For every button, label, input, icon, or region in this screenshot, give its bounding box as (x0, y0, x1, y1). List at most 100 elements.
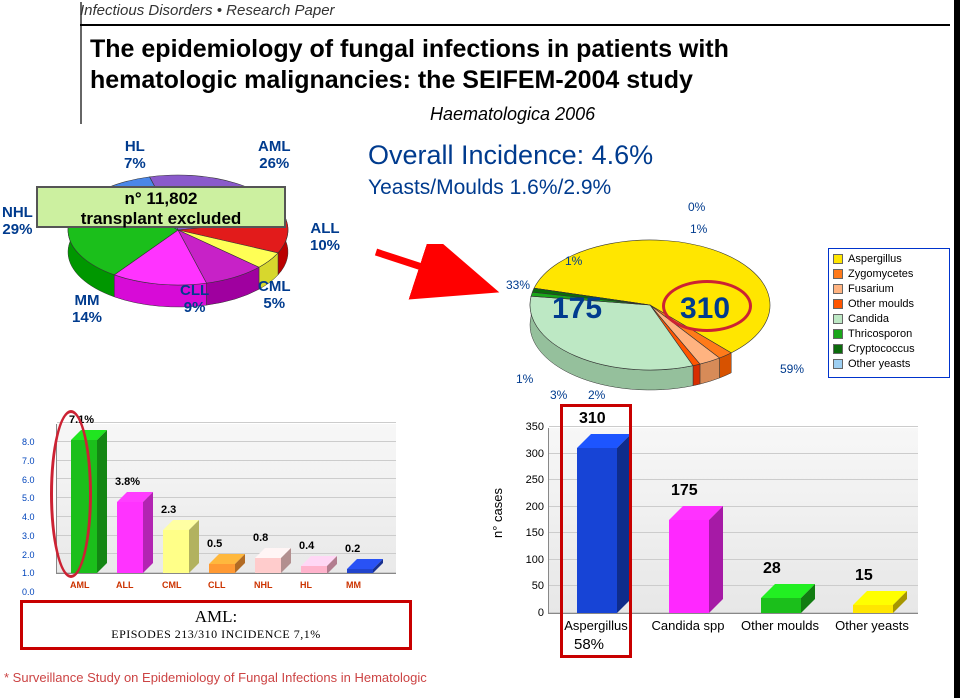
bar1-bar-nhl (255, 558, 281, 573)
pct-0: 0% (688, 200, 705, 214)
bar1-bar-mm (347, 569, 373, 573)
overall-incidence: Overall Incidence: 4.6% (368, 140, 653, 171)
legend-label: Fusarium (848, 283, 894, 295)
overall-value: 4.6% (592, 140, 654, 170)
yeasts-moulds-line: Yeasts/Moulds 1.6%/2.9% (368, 176, 611, 200)
bar1-bar-cml (163, 530, 189, 573)
legend-swatch (833, 314, 843, 324)
legend-swatch (833, 269, 843, 279)
banner-line2: transplant excluded (81, 209, 242, 228)
bar2-bar-other-moulds (761, 598, 801, 613)
bar1-xlabel: CML (162, 580, 182, 590)
legend-label: Other yeasts (848, 358, 910, 370)
legend-label: Thricosporon (848, 328, 912, 340)
bar1-xlabel: HL (300, 580, 312, 590)
legend-swatch (833, 299, 843, 309)
pie1-label-mm: MM14% (72, 292, 102, 326)
pct-59: 59% (780, 362, 804, 376)
legend-swatch (833, 329, 843, 339)
pie1-label-aml: AML26% (258, 138, 291, 172)
bar1-value-label: 0.4 (299, 540, 314, 552)
bar1-xlabel: CLL (208, 580, 226, 590)
legend-item-cryptococcus: Cryptococcus (833, 343, 945, 355)
bar2-ytick: 200 (520, 501, 544, 513)
bar1-ytick: 0.0 (22, 587, 35, 597)
highlight-circle-310 (662, 280, 752, 332)
legend-swatch (833, 254, 843, 264)
pct-1a: 1% (690, 222, 707, 236)
bar2-bar-other-yeasts (853, 605, 893, 613)
bar2-bar-candida-spp (669, 520, 709, 613)
pie2-left-count: 175 (552, 292, 602, 326)
journal-citation: Haematologica 2006 (430, 104, 595, 125)
bar1-value-label: 0.2 (345, 543, 360, 555)
bar1-bar-hl (301, 566, 327, 574)
pie1-label-cll: CLL9% (180, 282, 209, 316)
bar1-ytick: 7.0 (22, 456, 35, 466)
header-strip: Infectious Disorders • Research Paper (80, 2, 950, 22)
bar2-xlabel: Other moulds (740, 618, 820, 633)
legend-label: Candida (848, 313, 889, 325)
bar1-bar-all (117, 502, 143, 573)
pct-33: 33% (506, 278, 530, 292)
title-line2: hematologic malignancies: the SEIFEM-200… (90, 66, 693, 94)
bar-chart-cases-by-pathogen: n° cases 3101752815 05010015020025030035… (490, 418, 940, 656)
bar1-xlabel: ALL (116, 580, 134, 590)
bar2-value-label: 175 (671, 482, 698, 500)
pie1-label-hl: HL7% (124, 138, 146, 172)
bar1-ytick: 1.0 (22, 568, 35, 578)
bar2-ytick: 300 (520, 448, 544, 460)
legend-item-thricosporon: Thricosporon (833, 328, 945, 340)
bar2-ytick: 50 (520, 580, 544, 592)
bar1-ytick: 6.0 (22, 475, 35, 485)
legend-item-zygomycetes: Zygomycetes (833, 268, 945, 280)
bar1-xlabel: NHL (254, 580, 273, 590)
pct-1b: 1% (565, 254, 582, 268)
bar2-xlabel: Candida spp (648, 618, 728, 633)
bar1-ytick: 2.0 (22, 550, 35, 560)
aml-summary-box: AML: EPISODES 213/310 INCIDENCE 7,1% (20, 600, 412, 650)
banner-line1: n° 11,802 (125, 189, 198, 208)
bar2-ytick: 250 (520, 474, 544, 486)
pct-2: 2% (588, 388, 605, 402)
bar1-xlabel: MM (346, 580, 361, 590)
bar1-value-label: 2.3 (161, 504, 176, 516)
legend-swatch (833, 344, 843, 354)
pie1-label-all: ALL10% (310, 220, 340, 254)
title-line1: The epidemiology of fungal infections in… (90, 35, 729, 63)
legend-item-aspergillus: Aspergillus (833, 253, 945, 265)
sample-size-banner: n° 11,802 transplant excluded (36, 186, 286, 228)
page-title: The epidemiology of fungal infections in… (90, 34, 729, 97)
bar2-ylabel: n° cases (490, 488, 505, 538)
bar2-value-label: 15 (855, 567, 873, 585)
bar1-ytick: 5.0 (22, 493, 35, 503)
overall-prefix: Overall Incidence: (368, 140, 592, 170)
legend-item-candida: Candida (833, 313, 945, 325)
legend-label: Other moulds (848, 298, 914, 310)
legend-label: Zygomycetes (848, 268, 913, 280)
legend-item-other-yeasts: Other yeasts (833, 358, 945, 370)
legend-item-other-moulds: Other moulds (833, 298, 945, 310)
legend-swatch (833, 284, 843, 294)
bar1-ytick: 3.0 (22, 531, 35, 541)
bar2-ytick: 350 (520, 421, 544, 433)
bar2-ytick: 0 (520, 607, 544, 619)
pathogen-legend: Aspergillus Zygomycetes Fusarium Other moul… (828, 248, 950, 378)
bar1-bar-cll (209, 564, 235, 573)
header-rule (80, 24, 950, 26)
legend-item-fusarium: Fusarium (833, 283, 945, 295)
bar2-ytick: 100 (520, 554, 544, 566)
pct-3: 3% (550, 388, 567, 402)
pie1-label-cml: CML5% (258, 278, 291, 312)
bar1-value-label: 3.8% (115, 476, 140, 488)
red-arrow-icon (368, 244, 508, 304)
bar1-value-label: 0.5 (207, 538, 222, 550)
legend-label: Cryptococcus (848, 343, 915, 355)
bar1-ytick: 8.0 (22, 437, 35, 447)
bar1-xlabel: AML (70, 580, 90, 590)
highlight-oval-aml (50, 410, 92, 578)
pie1-label-nhl: NHL29% (2, 204, 33, 238)
aml-box-subtitle: EPISODES 213/310 INCIDENCE 7,1% (23, 627, 409, 642)
legend-swatch (833, 359, 843, 369)
bar2-value-label: 28 (763, 560, 781, 578)
